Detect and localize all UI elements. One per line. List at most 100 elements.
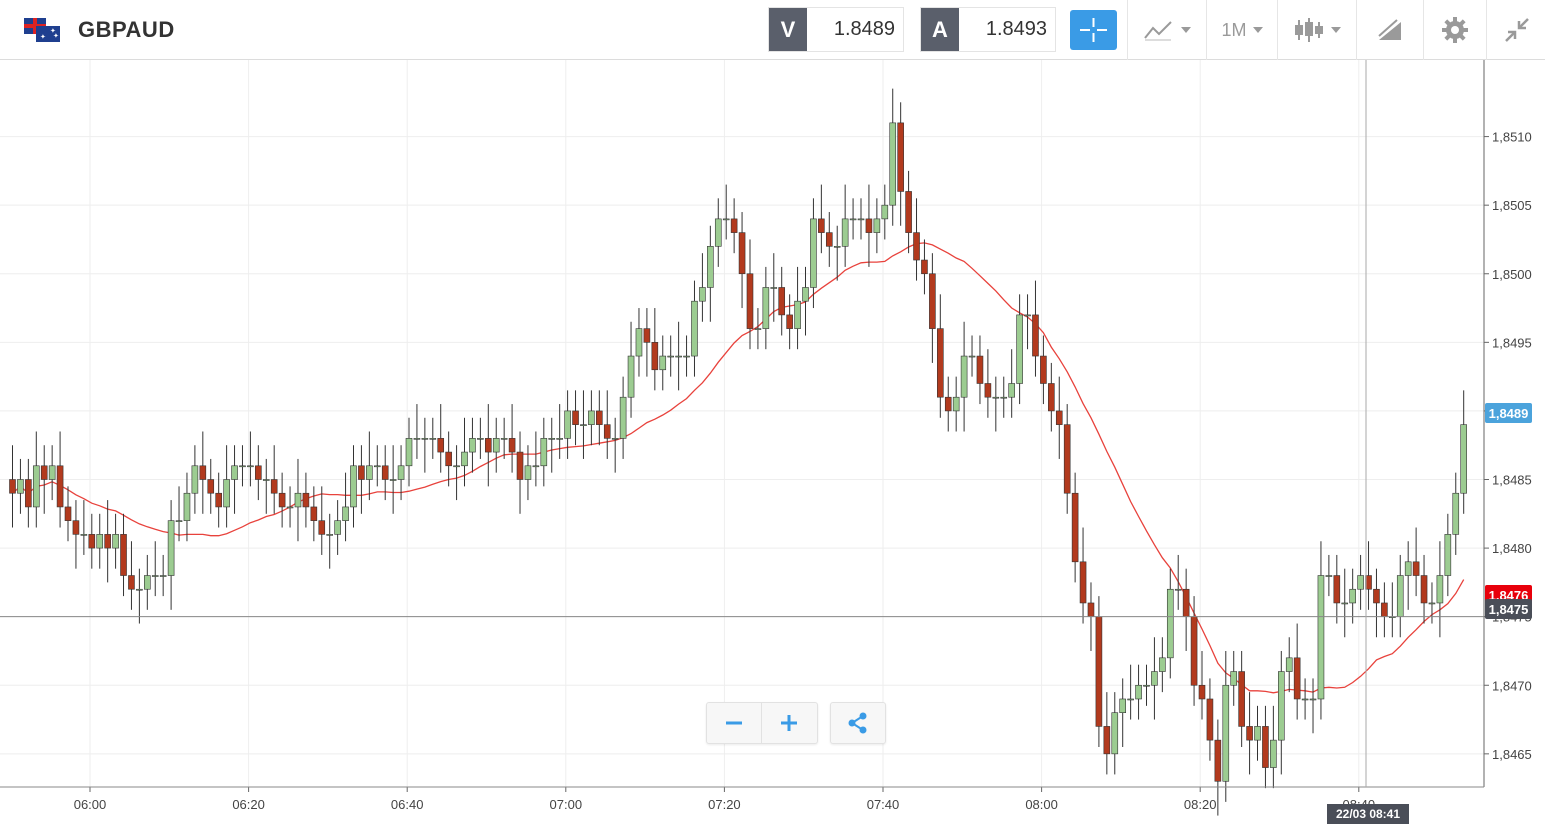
zoom-out-button[interactable] — [707, 703, 762, 743]
collapse-button[interactable] — [1486, 0, 1545, 60]
candle-body — [1016, 314, 1023, 384]
candle-body — [889, 122, 897, 206]
candle-body — [286, 506, 294, 509]
ask-label: A — [921, 8, 959, 51]
candle-body — [992, 396, 1000, 399]
candle-body — [9, 479, 16, 494]
candle-body — [794, 300, 801, 329]
candle-body — [841, 218, 849, 247]
candle-body — [810, 218, 817, 288]
candle-body — [461, 451, 468, 467]
candle-body — [1055, 410, 1063, 425]
candle-body — [786, 314, 793, 329]
candle-body — [1111, 712, 1119, 755]
candle-body — [952, 396, 960, 412]
candle-body — [302, 492, 310, 508]
candle-body — [366, 465, 373, 480]
crosshair-button[interactable] — [1070, 10, 1117, 50]
candle-body — [1341, 602, 1349, 605]
y-tick-label: 1,8505 — [1492, 198, 1532, 213]
crosshair-time-flag: 22/03 08:41 — [1327, 804, 1409, 824]
candle-body — [1174, 588, 1182, 591]
candle-body — [1182, 588, 1190, 617]
candle-body — [1309, 698, 1317, 701]
candle-body — [1095, 616, 1103, 727]
candle-body — [32, 465, 40, 508]
candle-body — [405, 438, 413, 467]
candle-body — [778, 287, 786, 316]
chart-toolbar: ✦ ✦ ✦ GBPAUD V 1.8489 A 1.8493 1M — [0, 0, 1545, 60]
candle-body — [929, 273, 936, 329]
candle-body — [358, 465, 365, 480]
candle-body — [1214, 739, 1222, 782]
zoom-controls — [706, 702, 818, 744]
candle-body — [730, 218, 738, 233]
candle-body — [635, 328, 643, 357]
candle-body — [1246, 726, 1253, 741]
candle-body — [1103, 726, 1111, 755]
candle-body — [437, 438, 445, 453]
share-controls — [830, 702, 886, 744]
zoom-in-button[interactable] — [762, 703, 816, 743]
period-dropdown[interactable]: 1M — [1206, 0, 1277, 60]
candle-body — [976, 355, 984, 384]
candle-body — [881, 204, 889, 220]
candle-body — [96, 534, 104, 549]
candle-body — [1119, 698, 1126, 713]
share-icon — [848, 712, 867, 734]
candle-body — [1230, 671, 1238, 686]
candle-body — [1452, 492, 1460, 535]
candle-body — [318, 520, 326, 535]
drawing-tools-button[interactable] — [1356, 0, 1423, 60]
candle-body — [1262, 726, 1269, 768]
x-tick-label: 07:40 — [867, 797, 900, 812]
candle-body — [151, 575, 159, 577]
candle-body — [746, 273, 754, 329]
crosshair-price-flag: 1,8475 — [1485, 599, 1532, 619]
settings-button[interactable] — [1423, 0, 1486, 60]
chart-type-dropdown[interactable] — [1127, 0, 1206, 60]
y-tick-label: 1,8485 — [1492, 473, 1532, 488]
share-button[interactable] — [831, 703, 885, 743]
candle-body — [223, 479, 230, 508]
candle-body — [1222, 684, 1230, 782]
candle-body — [350, 465, 357, 508]
bid-quote[interactable]: V 1.8489 — [768, 7, 904, 52]
chart-type-icon — [1144, 21, 1172, 41]
candle-body — [477, 438, 484, 440]
candle-body — [1032, 314, 1039, 357]
candle-body — [1270, 739, 1277, 768]
candle-body — [580, 424, 587, 426]
candle-body — [492, 438, 500, 453]
candle-style-dropdown[interactable] — [1277, 0, 1356, 60]
candle-body — [699, 287, 706, 302]
candle-body — [1428, 602, 1436, 605]
candle-body — [849, 218, 857, 221]
price-chart[interactable]: 1,84651,84701,84751,84801,84851,84901,84… — [0, 60, 1545, 827]
candle-body — [1159, 657, 1166, 672]
candle-body — [413, 438, 421, 440]
candle-body — [540, 438, 548, 467]
candle-body — [556, 438, 563, 440]
candle-body — [326, 534, 334, 536]
candle-body — [1087, 602, 1095, 617]
candle-body — [762, 287, 770, 329]
candle-body — [572, 410, 579, 425]
plus-icon — [781, 715, 797, 731]
candle-body — [1127, 698, 1134, 701]
candle-body — [453, 465, 460, 468]
instrument-header: ✦ ✦ ✦ GBPAUD — [24, 17, 175, 43]
candle-body — [865, 218, 873, 233]
candle-body — [968, 355, 976, 358]
candle-body — [429, 438, 437, 440]
candle-body — [112, 534, 119, 549]
candle-body — [175, 520, 183, 522]
y-tick-label: 1,8500 — [1492, 267, 1532, 282]
candle-body — [128, 575, 135, 590]
candle-body — [120, 534, 127, 576]
candle-body — [651, 342, 659, 371]
candle-body — [564, 410, 571, 439]
ask-quote[interactable]: A 1.8493 — [920, 7, 1056, 52]
candle-body — [905, 191, 912, 233]
candle-body — [873, 218, 881, 233]
